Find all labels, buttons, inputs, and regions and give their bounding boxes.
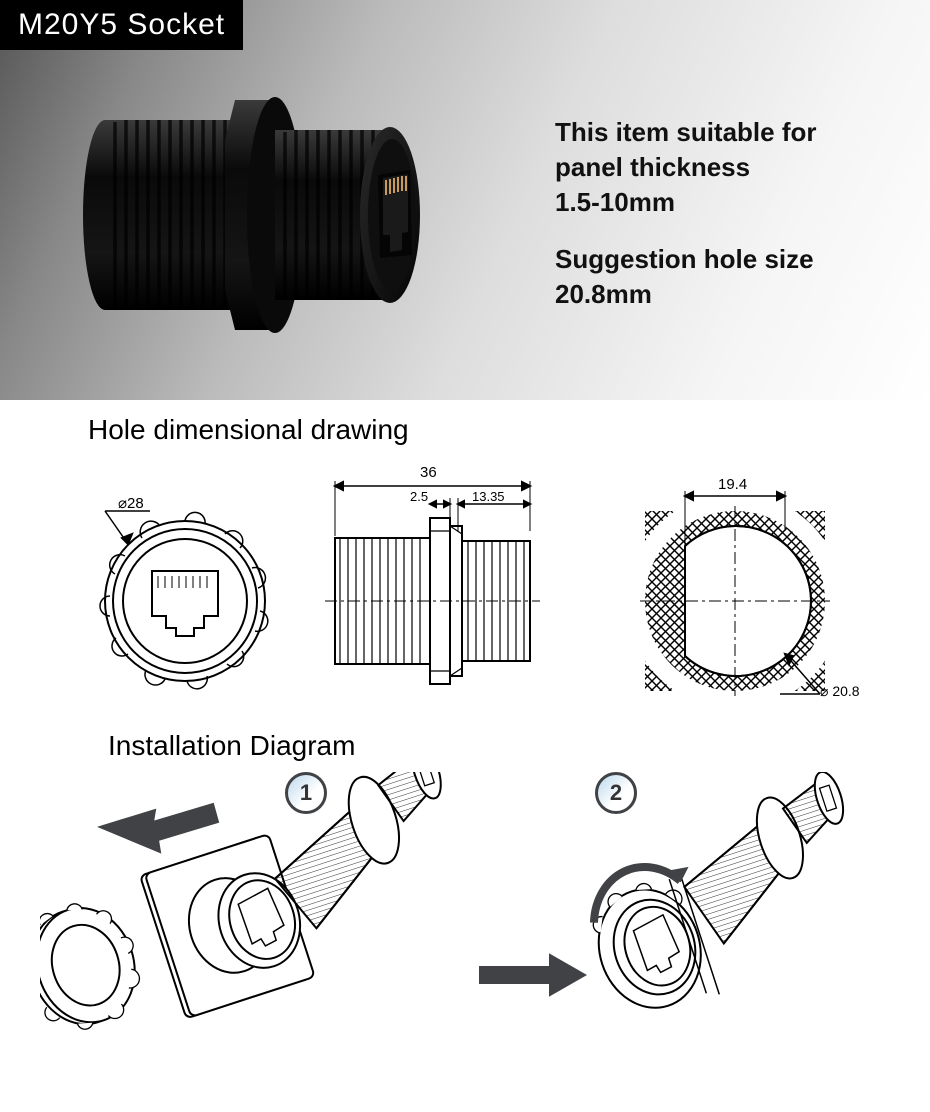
spec-line: This item suitable for bbox=[555, 115, 817, 150]
spec-line: 20.8mm bbox=[555, 277, 817, 312]
installation-heading: Installation Diagram bbox=[0, 716, 930, 772]
dim-length: 36 bbox=[420, 464, 437, 481]
product-title: M20Y5 Socket bbox=[0, 0, 243, 50]
step-2-badge: 2 bbox=[595, 772, 637, 814]
dim-thread: 13.35 bbox=[472, 489, 505, 504]
step-1-badge: 1 bbox=[285, 772, 327, 814]
dim-flange: 2.5 bbox=[410, 489, 428, 504]
spec-line: panel thickness bbox=[555, 150, 817, 185]
spec-line: Suggestion hole size bbox=[555, 242, 817, 277]
dim-flat: 19.4 bbox=[718, 476, 747, 493]
spec-text-block: This item suitable for panel thickness 1… bbox=[555, 115, 817, 312]
dim-outer-dia: ⌀28 bbox=[118, 494, 144, 512]
dimensional-heading: Hole dimensional drawing bbox=[0, 400, 930, 456]
installation-diagram: 1 2 bbox=[40, 772, 890, 1112]
dim-hole-dia: ⌀ 20.8 bbox=[820, 683, 860, 700]
product-photo bbox=[50, 80, 470, 350]
spec-line: 1.5-10mm bbox=[555, 185, 817, 220]
dimensional-drawing: ⌀28 36 2.5 13.35 19.4 ⌀ 20.8 bbox=[70, 456, 860, 716]
